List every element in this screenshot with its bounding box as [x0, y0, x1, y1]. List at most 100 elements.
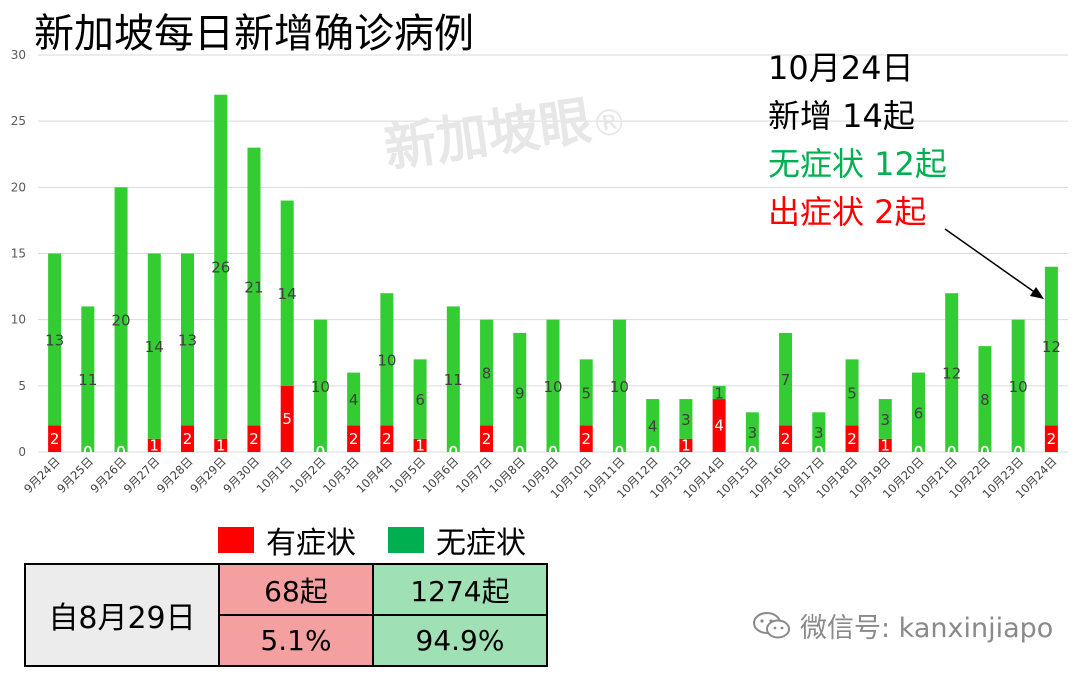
data-label-asymptomatic: 3 [681, 411, 691, 429]
data-label-symptomatic: 2 [382, 430, 392, 448]
y-tick-label: 25 [11, 114, 26, 128]
data-label-asymptomatic: 8 [482, 365, 492, 383]
bar-symptomatic [712, 399, 726, 452]
data-label-symptomatic: 0 [548, 443, 558, 461]
x-tick-label: 9月28日 [154, 454, 196, 496]
x-tick-label: 10月8日 [486, 454, 528, 496]
x-tick-label: 9月30日 [220, 454, 262, 496]
data-label-symptomatic: 2 [581, 430, 591, 448]
bar-asymptomatic [380, 293, 394, 426]
bar-asymptomatic [978, 346, 992, 452]
legend-item-symptomatic: 有症状 [218, 518, 356, 562]
summary-asymptomatic-count: 1274起 [372, 563, 548, 616]
x-tick-label: 10月6日 [420, 454, 462, 496]
data-label-asymptomatic: 21 [244, 279, 263, 297]
data-label-symptomatic: 2 [349, 430, 359, 448]
x-tick-label: 9月26日 [87, 454, 129, 496]
legend-swatch-asymptomatic [388, 527, 424, 553]
bar-asymptomatic [812, 412, 826, 452]
data-label-asymptomatic: 10 [311, 378, 330, 396]
data-label-asymptomatic: 5 [581, 384, 591, 402]
chart-title: 新加坡每日新增确诊病例 [34, 11, 474, 57]
bar-asymptomatic [347, 372, 361, 426]
legend-label-asymptomatic: 无症状 [436, 526, 526, 561]
legend-swatch-symptomatic [218, 527, 254, 553]
data-label-symptomatic: 0 [1013, 443, 1023, 461]
bar-asymptomatic [646, 399, 660, 452]
bars [48, 94, 1058, 453]
data-label-symptomatic: 2 [183, 430, 193, 448]
bar-asymptomatic [779, 332, 793, 426]
data-label-asymptomatic: 1 [714, 384, 724, 402]
bar-asymptomatic [280, 200, 294, 386]
x-axis-ticks: 9月24日9月25日9月26日9月27日9月28日9月29日9月30日10月1日… [21, 454, 1059, 501]
bar-symptomatic [347, 425, 361, 452]
data-label-symptomatic: 0 [748, 443, 758, 461]
data-label-asymptomatic: 6 [914, 404, 924, 422]
wechat-icon [753, 611, 790, 638]
bar-asymptomatic [679, 399, 693, 439]
y-tick-label: 20 [11, 180, 26, 194]
data-label-symptomatic: 1 [880, 436, 890, 454]
data-label-asymptomatic: 3 [814, 424, 824, 442]
data-label-asymptomatic: 10 [543, 378, 562, 396]
data-label-symptomatic: 0 [83, 443, 93, 461]
data-label-symptomatic: 1 [681, 436, 691, 454]
data-label-asymptomatic: 6 [415, 391, 425, 409]
y-tick-label: 10 [11, 313, 26, 327]
data-label-asymptomatic: 9 [515, 384, 525, 402]
y-tick-label: 15 [11, 247, 26, 261]
callout-total: 新增 14起 [768, 97, 915, 135]
summary-symptomatic-pct: 5.1% [218, 614, 374, 667]
bar-asymptomatic [546, 319, 560, 452]
data-label-symptomatic: 2 [249, 430, 259, 448]
summary-symptomatic-count: 68起 [218, 563, 374, 616]
bar-symptomatic [779, 425, 793, 452]
data-label-asymptomatic: 12 [1042, 338, 1061, 356]
x-tick-label: 9月24日 [21, 454, 63, 496]
bar-symptomatic [413, 438, 427, 452]
bar-symptomatic [878, 438, 892, 452]
summary-table: 自8月29日 68起 1274起 5.1% 94.9% [24, 563, 548, 667]
bar-asymptomatic [579, 359, 593, 426]
bar-symptomatic [480, 425, 494, 452]
bar-symptomatic [679, 438, 693, 452]
x-tick-label: 9月29日 [187, 454, 229, 496]
wechat-footer: 微信号: kanxinjiapo [752, 606, 1053, 645]
data-label-asymptomatic: 12 [942, 365, 961, 383]
bar-asymptomatic [712, 385, 726, 400]
bar-asymptomatic [81, 306, 95, 452]
data-label-asymptomatic: 26 [211, 259, 230, 277]
bar-asymptomatic [612, 319, 626, 452]
data-label-symptomatic: 0 [947, 443, 957, 461]
data-label-symptomatic: 5 [282, 410, 292, 428]
data-label-symptomatic: 1 [415, 436, 425, 454]
data-label-symptomatic: 2 [781, 430, 791, 448]
callout-symptomatic: 出症状 2起 [768, 193, 927, 231]
data-label-asymptomatic: 10 [377, 351, 396, 369]
data-label-asymptomatic: 5 [847, 384, 857, 402]
data-label-symptomatic: 2 [1047, 430, 1057, 448]
bar-asymptomatic [1044, 266, 1058, 426]
bar-asymptomatic [945, 293, 959, 452]
data-label-symptomatic: 2 [847, 430, 857, 448]
x-tick-label: 10月1日 [254, 454, 296, 496]
data-label-asymptomatic: 3 [880, 411, 890, 429]
data-label-symptomatic: 0 [316, 443, 326, 461]
legend-item-asymptomatic: 无症状 [388, 518, 526, 562]
data-label-asymptomatic: 11 [444, 371, 463, 389]
data-label-asymptomatic: 10 [610, 378, 629, 396]
bar-symptomatic [247, 425, 261, 452]
data-label-symptomatic: 0 [980, 443, 990, 461]
bar-symptomatic [147, 438, 161, 452]
data-label-symptomatic: 0 [116, 443, 126, 461]
bar-asymptomatic [480, 319, 494, 426]
bar-asymptomatic [313, 319, 327, 452]
watermark-mark: ® [588, 101, 631, 147]
data-label-symptomatic: 2 [50, 430, 60, 448]
x-tick-label: 9月25日 [54, 454, 96, 496]
data-label-asymptomatic: 14 [145, 338, 164, 356]
callout-arrow [944, 228, 1044, 299]
bar-asymptomatic [214, 94, 228, 439]
data-label-symptomatic: 4 [714, 417, 724, 435]
